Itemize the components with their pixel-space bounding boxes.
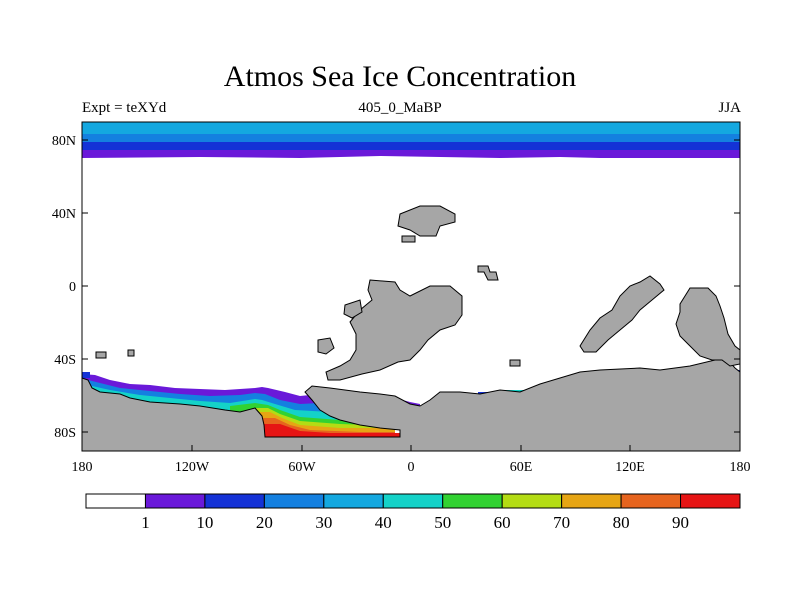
y-tick-label: 80N bbox=[52, 134, 76, 149]
island-a bbox=[343, 299, 363, 319]
antarctica bbox=[81, 359, 741, 452]
time-label: 405_0_MaBP bbox=[358, 100, 442, 116]
southeast-asia bbox=[579, 275, 665, 353]
x-tick-label: 180 bbox=[730, 460, 751, 475]
arctic-ice-band-20 bbox=[82, 142, 740, 150]
south-america bbox=[325, 279, 463, 381]
x-tick-label: 180 bbox=[72, 460, 93, 475]
y-axis-labels: 80N 40N 0 40S 80S bbox=[52, 134, 76, 441]
colorbar-swatch bbox=[680, 493, 741, 509]
arctic-ice-band-10 bbox=[82, 150, 740, 158]
colorbar-label: 20 bbox=[256, 513, 273, 532]
y-tick-label: 0 bbox=[69, 280, 76, 295]
tick-marks bbox=[81, 139, 741, 451]
y-tick-label: 40S bbox=[54, 353, 76, 368]
island-e bbox=[127, 349, 135, 357]
colorbar-swatch bbox=[620, 493, 682, 509]
ice-patch-e bbox=[82, 372, 90, 378]
arctic-ice-band-30 bbox=[82, 134, 740, 142]
arctic-sea-ice bbox=[82, 122, 740, 158]
central-america bbox=[317, 337, 335, 355]
ice-band-90 bbox=[264, 424, 400, 437]
land bbox=[81, 205, 741, 452]
colorbar-label: 80 bbox=[613, 513, 630, 532]
colorbar-label: 90 bbox=[672, 513, 689, 532]
x-tick-label: 60E bbox=[510, 460, 533, 475]
colorbar-label: 40 bbox=[375, 513, 392, 532]
colorbar-label: 1 bbox=[141, 513, 150, 532]
island-d bbox=[95, 351, 107, 359]
experiment-label: Expt = teXYd bbox=[82, 100, 167, 116]
x-tick-label: 120W bbox=[175, 460, 210, 475]
europe-north-africa bbox=[397, 205, 456, 237]
colorbar: 1 10 20 30 40 50 60 70 80 90 bbox=[85, 493, 741, 532]
island-f bbox=[509, 359, 521, 367]
y-tick-label: 80S bbox=[54, 426, 76, 441]
colorbar-label: 70 bbox=[553, 513, 570, 532]
x-tick-label: 120E bbox=[615, 460, 645, 475]
arctic-ice-band-40 bbox=[82, 122, 740, 134]
colorbar-swatch bbox=[561, 493, 622, 509]
colorbar-label: 30 bbox=[315, 513, 332, 532]
y-tick-label: 40N bbox=[52, 207, 76, 222]
colorbar-swatch bbox=[144, 493, 206, 509]
colorbar-label: 60 bbox=[494, 513, 511, 532]
x-tick-label: 60W bbox=[288, 460, 316, 475]
colorbar-swatch bbox=[204, 493, 265, 509]
colorbar-swatch bbox=[501, 493, 563, 509]
island-c bbox=[477, 265, 499, 281]
colorbar-label: 50 bbox=[434, 513, 451, 532]
season-label: JJA bbox=[718, 100, 741, 116]
island-b bbox=[401, 235, 416, 243]
map-title: Atmos Sea Ice Concentration bbox=[223, 60, 577, 93]
colorbar-label: 10 bbox=[196, 513, 213, 532]
colorbar-swatch bbox=[382, 493, 444, 509]
x-axis-labels: 180 120W 60W 0 60E 120E 180 bbox=[72, 460, 751, 475]
colorbar-swatch bbox=[323, 493, 384, 509]
colorbar-swatch bbox=[263, 493, 325, 509]
x-tick-label: 0 bbox=[408, 460, 415, 475]
colorbar-swatch bbox=[442, 493, 503, 509]
colorbar-swatch bbox=[85, 493, 146, 509]
